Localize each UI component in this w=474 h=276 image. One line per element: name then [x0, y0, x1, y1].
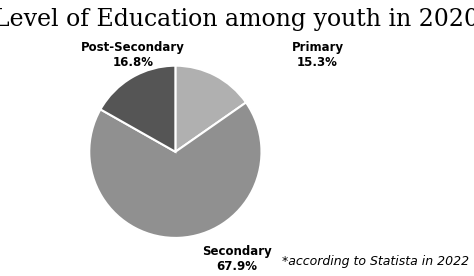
Text: *according to Statista in 2022: *according to Statista in 2022	[282, 255, 469, 268]
Text: Secondary
67.9%: Secondary 67.9%	[202, 245, 272, 274]
Wedge shape	[100, 66, 175, 152]
Wedge shape	[89, 102, 262, 238]
Text: Level of Education among youth in 2020: Level of Education among youth in 2020	[0, 8, 474, 31]
Wedge shape	[175, 66, 246, 152]
Text: Primary
15.3%: Primary 15.3%	[292, 41, 344, 69]
Text: Post-Secondary
16.8%: Post-Secondary 16.8%	[81, 41, 185, 69]
